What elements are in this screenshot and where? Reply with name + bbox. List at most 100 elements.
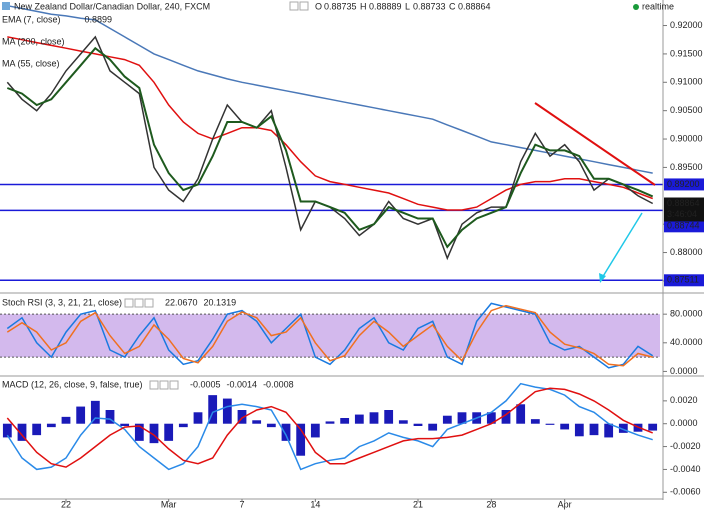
histogram-bar	[222, 398, 232, 424]
last-price-box	[664, 197, 704, 222]
legend-value: 0.8899	[85, 14, 113, 24]
histogram-bar	[354, 414, 364, 424]
ohlc-label: H	[360, 1, 367, 11]
legend-value: -0.0005	[190, 379, 221, 389]
x-tick-label: 7	[239, 499, 244, 509]
y-tick-label: 0.88000	[670, 247, 703, 257]
legend-value: -0.0014	[227, 379, 258, 389]
histogram-bar	[17, 423, 27, 441]
histogram-bar	[310, 423, 320, 438]
histogram-bar	[32, 423, 42, 436]
y-tick-label: 0.91000	[670, 77, 703, 87]
histogram-bar	[149, 423, 159, 444]
ohlc-label: C	[449, 1, 456, 11]
series-line	[7, 36, 653, 211]
series-line	[7, 4, 653, 174]
icon	[2, 2, 10, 10]
y-tick-label: 0.89500	[670, 162, 703, 172]
histogram-bar	[413, 423, 423, 426]
y-tick-label: 0.0020	[670, 395, 698, 405]
arrow-line	[601, 212, 643, 279]
icon	[149, 380, 159, 390]
legend-name: MA (55, close)	[2, 58, 60, 68]
y-tick-label: -0.0020	[670, 441, 701, 451]
x-tick-label: Apr	[558, 499, 572, 509]
last-price: 0.88864	[667, 198, 700, 208]
level-label: 0.89200	[667, 179, 700, 189]
plot-area	[0, 4, 663, 471]
legend-name: MA (200, close)	[2, 36, 65, 46]
series-line	[6, 304, 653, 367]
histogram-bar	[252, 420, 262, 424]
histogram-bar	[369, 412, 379, 424]
histogram-bar	[105, 410, 115, 424]
histogram-bar	[90, 400, 100, 424]
histogram-bar	[46, 423, 56, 428]
histogram-bar	[560, 423, 570, 430]
ohlc-value: 0.88735	[324, 1, 357, 11]
histogram-bar	[178, 423, 188, 428]
histogram-bar	[589, 423, 599, 436]
arrow-head	[599, 273, 606, 283]
histogram-bar	[61, 416, 71, 424]
level-label: 0.88744	[667, 221, 700, 231]
icon	[124, 298, 134, 308]
panel-title: MACD (12, 26, close, 9, false, true)	[2, 379, 143, 389]
y-tick-label: 40.0000	[670, 337, 703, 347]
status-dot	[633, 4, 639, 10]
level-label-box	[664, 274, 704, 287]
histogram-bar	[618, 423, 628, 433]
histogram-bar	[120, 423, 130, 426]
series-line	[6, 382, 653, 471]
histogram-bar	[516, 404, 526, 424]
y-tick-label: -0.0040	[670, 464, 701, 474]
header: New Zealand Dollar/Canadian Dollar, 240,…	[2, 1, 674, 11]
status: realtime	[642, 1, 674, 11]
ohlc-label: L	[405, 1, 410, 11]
x-tick-label: Mar	[161, 499, 177, 509]
histogram-bar	[442, 415, 452, 424]
histogram-bar	[281, 423, 291, 441]
histogram-bar	[574, 423, 584, 437]
level-label-box	[664, 178, 704, 191]
histogram-bar	[457, 412, 467, 424]
histogram-bar	[325, 421, 335, 424]
icon	[144, 298, 154, 308]
y-tick-label: -0.0060	[670, 487, 701, 497]
y-tick-label: 0.90000	[670, 133, 703, 143]
histogram-bar	[545, 423, 555, 425]
x-tick-label: 28	[486, 499, 496, 509]
level-label: 0.87511	[667, 275, 699, 285]
histogram-bar	[2, 423, 12, 438]
histogram-bar	[486, 412, 496, 424]
level-label-box	[664, 220, 704, 233]
histogram-bar	[501, 410, 511, 424]
histogram-bar	[193, 412, 203, 424]
histogram-bar	[134, 423, 144, 441]
icon	[159, 380, 169, 390]
histogram-bar	[266, 423, 276, 428]
histogram-bar	[340, 418, 350, 424]
histogram-bar	[237, 410, 247, 424]
histogram-bar	[384, 410, 394, 424]
x-tick-label: 14	[310, 499, 320, 509]
histogram-bar	[164, 423, 174, 441]
histogram-bar	[76, 406, 86, 424]
y-tick-label: 0.91500	[670, 48, 703, 58]
icon	[289, 1, 299, 11]
countdown: 3:46:04	[667, 209, 697, 219]
y-tick-label: 0.90500	[670, 105, 703, 115]
y-tick-label: 0.92000	[670, 20, 703, 30]
legend-value: 22.0670	[165, 297, 198, 307]
histogram-bar	[530, 419, 540, 424]
legend-name: EMA (7, close)	[2, 14, 61, 24]
series-line	[6, 302, 654, 369]
histogram-bar	[428, 423, 438, 431]
histogram-bar	[648, 423, 658, 431]
series-line	[6, 46, 654, 249]
histogram-bar	[296, 423, 306, 456]
y-tick-label: 80.0000	[670, 309, 703, 319]
legend-value: 20.1319	[204, 297, 237, 307]
